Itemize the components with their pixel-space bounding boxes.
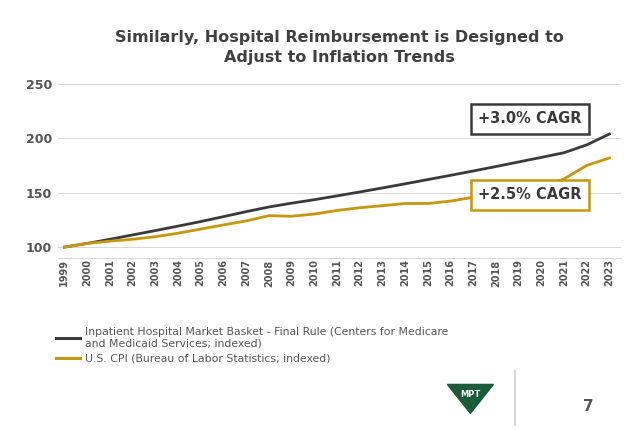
Text: +3.0% CAGR: +3.0% CAGR: [478, 111, 582, 126]
Polygon shape: [447, 384, 493, 414]
Legend: Inpatient Hospital Market Basket - Final Rule (Centers for Medicare
and Medicaid: Inpatient Hospital Market Basket - Final…: [52, 322, 453, 368]
Text: +2.5% CAGR: +2.5% CAGR: [478, 187, 582, 203]
Text: 7: 7: [584, 399, 594, 414]
Title: Similarly, Hospital Reimbursement is Designed to
Adjust to Inflation Trends: Similarly, Hospital Reimbursement is Des…: [115, 30, 564, 65]
Text: MPT: MPT: [460, 390, 481, 399]
